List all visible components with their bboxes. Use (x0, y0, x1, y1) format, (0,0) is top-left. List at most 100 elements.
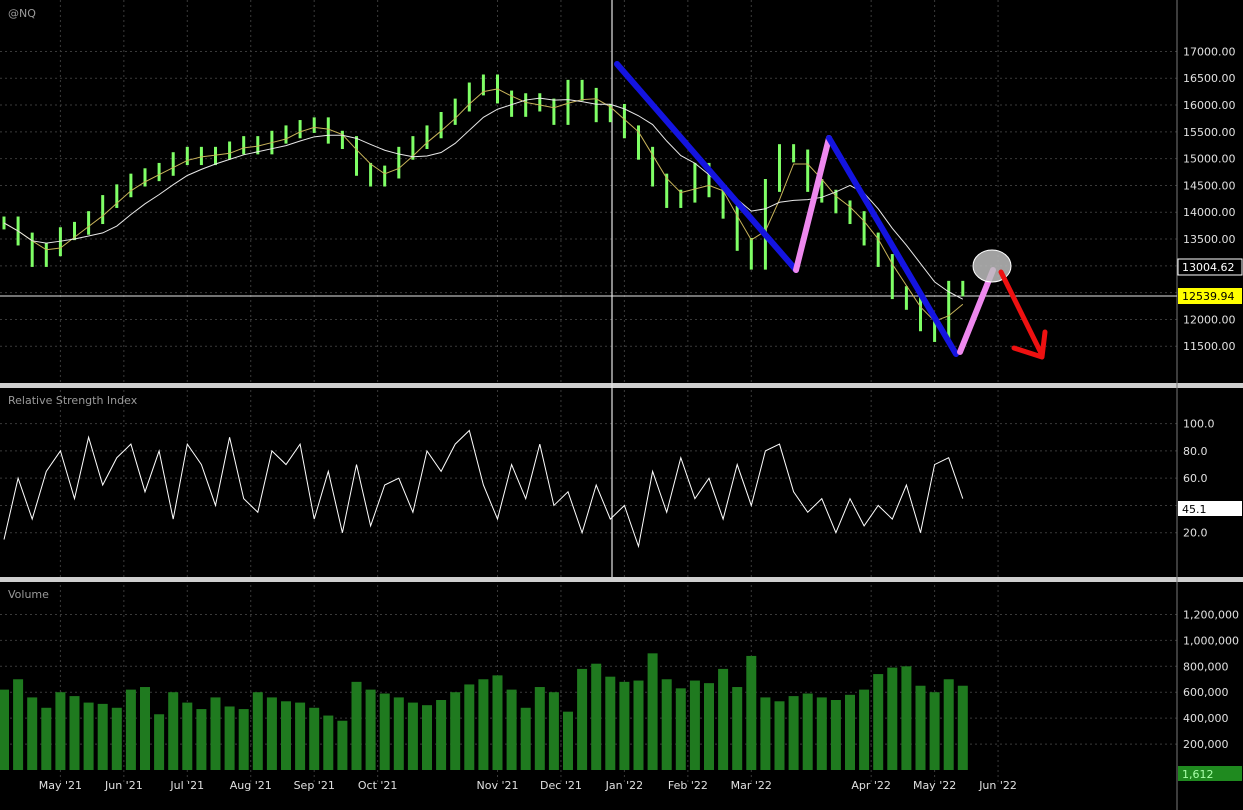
volume-bar (929, 692, 940, 770)
volume-bar (845, 694, 855, 770)
volume-bar (323, 715, 334, 770)
volume-bar (718, 668, 729, 770)
volume-bar (506, 689, 517, 770)
volume-bar (196, 709, 207, 770)
price-panel-title: @NQ (8, 7, 36, 20)
date-tick-label: Feb '22 (668, 779, 708, 792)
volume-bar (859, 689, 870, 770)
volume-bar (365, 689, 376, 770)
volume-bar (788, 696, 799, 770)
volume-bar (0, 689, 9, 770)
price-tick-label: 14500.00 (1183, 179, 1236, 192)
volume-bar (125, 689, 136, 770)
price-tick-label: 13500.00 (1183, 233, 1236, 246)
reference-price-tag-text: 13004.62 (1182, 261, 1235, 274)
volume-bar (619, 681, 630, 770)
volume-bar (83, 702, 94, 770)
rsi-last-tag: 45.1 (1178, 501, 1242, 516)
trend-annotations[interactable] (614, 61, 1048, 360)
date-tick-label: Jan '22 (605, 779, 643, 792)
last-price-tag-text: 12539.94 (1182, 290, 1235, 303)
volume-tick-label: 1,200,000 (1183, 608, 1239, 621)
date-tick-label: Apr '22 (851, 779, 891, 792)
volume-bar (887, 667, 898, 770)
volume-bar (55, 692, 66, 770)
volume-bar (647, 653, 658, 770)
volume-bar (492, 675, 503, 770)
volume-bar (464, 684, 475, 770)
volume-bar (224, 706, 235, 770)
volume-bar (41, 707, 52, 770)
volume-bar (675, 688, 686, 770)
price-tick-label: 12000.00 (1183, 313, 1236, 326)
volume-tick-label: 600,000 (1183, 686, 1229, 699)
trendline-down-2[interactable] (826, 135, 959, 357)
date-tick-label: Jun '22 (978, 779, 1017, 792)
volume-bar (450, 692, 461, 770)
rsi-last-tag-box (1178, 501, 1242, 516)
volume-bar (774, 701, 785, 770)
rsi-line-layer (3, 429, 964, 549)
rsi-tick-label: 20.0 (1183, 527, 1208, 540)
volume-bar (393, 697, 404, 770)
date-tick-label: May '22 (913, 779, 956, 792)
volume-bars (0, 653, 968, 770)
volume-bar (295, 702, 306, 770)
volume-bar (661, 679, 672, 770)
date-tick-label: Mar '22 (731, 779, 772, 792)
reference-price-tag: 13004.62 (1177, 258, 1243, 276)
volume-bar (873, 674, 884, 770)
panel-divider-rsi-volume[interactable] (0, 577, 1243, 582)
volume-bar (337, 720, 348, 770)
volume-bar (802, 693, 813, 770)
volume-bar (168, 692, 179, 770)
date-tick-label: Nov '21 (477, 779, 519, 792)
forecast-arrow-head[interactable] (1011, 329, 1048, 360)
date-tick-label: Sep '21 (294, 779, 335, 792)
volume-tick-label: 400,000 (1183, 712, 1229, 725)
grid-layer (0, 0, 1177, 783)
last-price-tag: 12539.94 (1178, 288, 1242, 304)
rsi-tick-label: 60.0 (1183, 472, 1208, 485)
volume-bar (591, 663, 602, 770)
price-tick-label: 15500.00 (1183, 126, 1236, 139)
volume-bar (182, 702, 193, 770)
rsi-tick-label: 100.0 (1183, 418, 1215, 431)
price-tick-label: 16000.00 (1183, 99, 1236, 112)
trendline-down-1[interactable] (614, 61, 799, 273)
volume-bar (154, 714, 165, 770)
price-tick-label: 14000.00 (1183, 206, 1236, 219)
volume-bar (27, 697, 38, 770)
moving-averages (3, 88, 964, 322)
volume-bar (97, 703, 108, 770)
volume-bar (943, 679, 954, 770)
volume-bar (351, 681, 362, 770)
forecast-arrow-shaft[interactable] (998, 269, 1045, 358)
volume-bar (746, 655, 757, 770)
volume-panel-title: Volume (8, 588, 49, 601)
trendline-up-1[interactable] (793, 135, 832, 273)
volume-bar (830, 700, 841, 770)
trendline-up-2[interactable] (957, 267, 996, 355)
volume-bar (901, 666, 912, 770)
volume-bar (605, 676, 616, 770)
date-axis-ticks: May '21 Jun '21 Jul '21 Aug '21 Sep '21 Oct '… (39, 779, 1017, 792)
date-tick-label: Dec '21 (540, 779, 582, 792)
volume-bar (379, 693, 390, 770)
ma-slow-line (3, 97, 964, 300)
volume-tick-label: 200,000 (1183, 738, 1229, 751)
volume-bar (111, 707, 122, 770)
volume-last-tag-box (1178, 766, 1242, 781)
panel-divider-price-rsi[interactable] (0, 383, 1243, 388)
volume-bar (704, 683, 714, 770)
volume-bar (422, 705, 432, 770)
volume-tick-label: 800,000 (1183, 660, 1229, 673)
volume-tick-label: 1,000,000 (1183, 634, 1239, 647)
volume-bar (689, 680, 700, 770)
volume-last-tag-text: 1,612 (1182, 768, 1214, 781)
volume-last-tag: 1,612 (1178, 766, 1242, 781)
volume-bar (407, 702, 418, 770)
volume-bar (534, 687, 545, 770)
ma-fast-line (3, 88, 964, 322)
